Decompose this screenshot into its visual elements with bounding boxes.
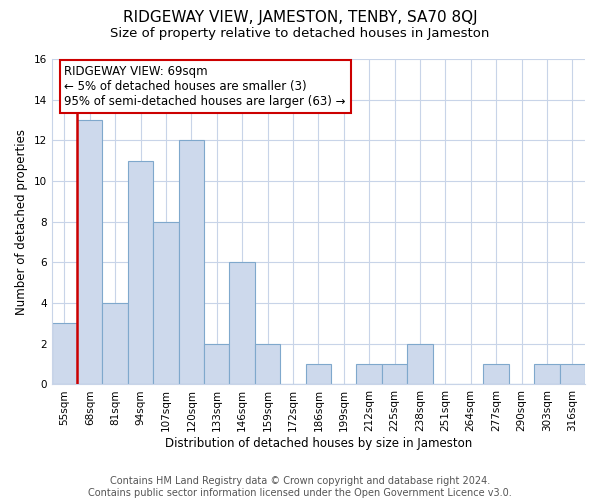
Bar (382, 364, 407, 384)
Bar (255, 344, 280, 385)
Bar (534, 364, 560, 384)
Bar (560, 364, 585, 384)
Bar (153, 222, 179, 384)
Bar (229, 262, 255, 384)
Text: Contains HM Land Registry data © Crown copyright and database right 2024.
Contai: Contains HM Land Registry data © Crown c… (88, 476, 512, 498)
Bar (52, 324, 77, 384)
Bar (305, 364, 331, 384)
Bar (179, 140, 204, 384)
Text: RIDGEWAY VIEW: 69sqm
← 5% of detached houses are smaller (3)
95% of semi-detache: RIDGEWAY VIEW: 69sqm ← 5% of detached ho… (64, 65, 346, 108)
Bar (407, 344, 433, 385)
Text: Size of property relative to detached houses in Jameston: Size of property relative to detached ho… (110, 28, 490, 40)
Bar (484, 364, 509, 384)
Bar (128, 160, 153, 384)
Bar (204, 344, 229, 385)
Bar (77, 120, 103, 384)
Bar (103, 303, 128, 384)
Y-axis label: Number of detached properties: Number of detached properties (15, 128, 28, 314)
X-axis label: Distribution of detached houses by size in Jameston: Distribution of detached houses by size … (165, 437, 472, 450)
Bar (356, 364, 382, 384)
Text: RIDGEWAY VIEW, JAMESTON, TENBY, SA70 8QJ: RIDGEWAY VIEW, JAMESTON, TENBY, SA70 8QJ (122, 10, 478, 25)
